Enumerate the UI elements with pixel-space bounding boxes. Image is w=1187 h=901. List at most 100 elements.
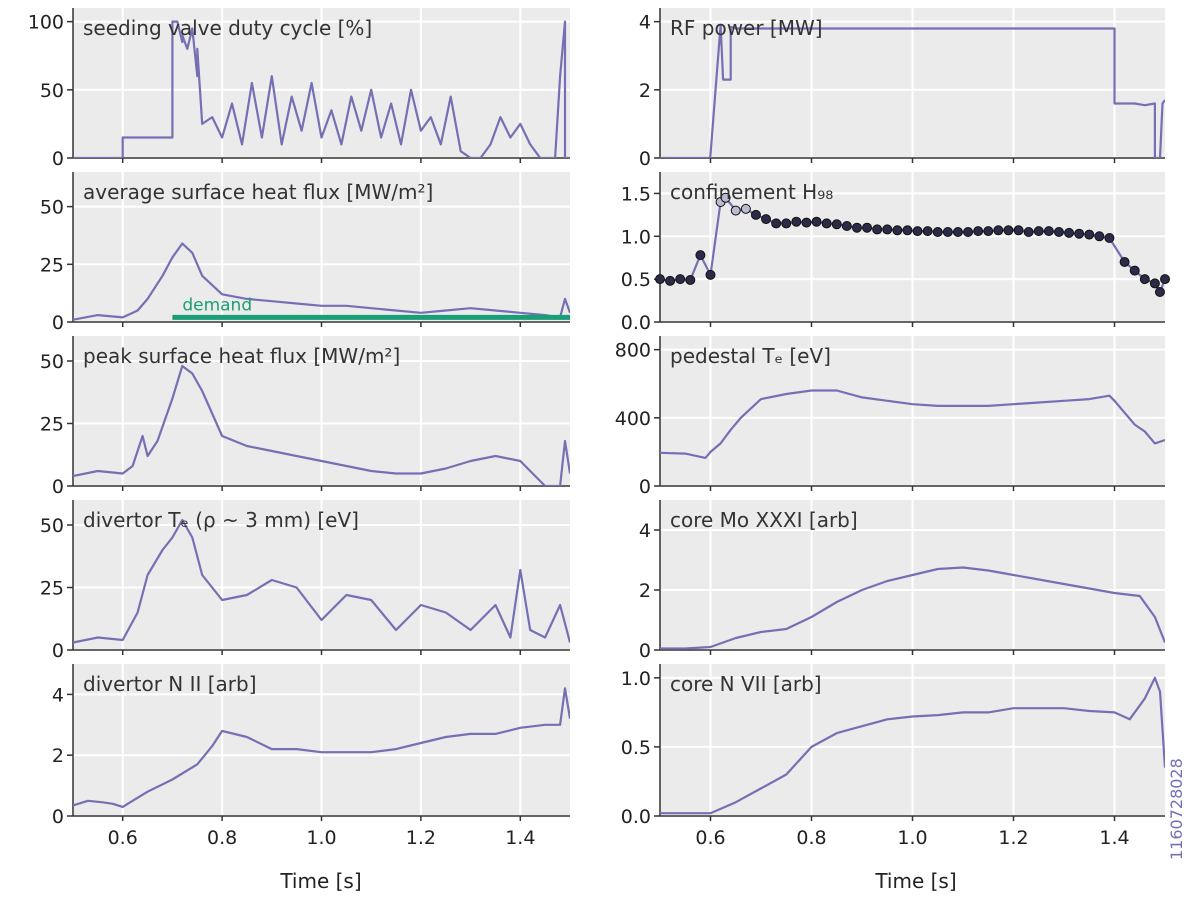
y-tick-label: 2: [639, 80, 651, 102]
panel-2: 0 25 50 demand average surface heat flux [MW…: [40, 172, 570, 334]
data-point: [841, 221, 852, 231]
series-line: [73, 242, 570, 321]
x-tick-label: 1.4: [1099, 827, 1129, 849]
data-point: [761, 214, 772, 225]
panel-3: 0.0 0.5 1.0 1.5 confinement H₉₈: [621, 172, 1170, 334]
y-tick-label: 0.0: [621, 806, 651, 828]
y-tick-label: 0: [52, 806, 64, 828]
shot-number: 1160728028: [1167, 758, 1186, 860]
data-point: [1064, 227, 1075, 238]
data-point: [1043, 226, 1054, 237]
data-point: [720, 192, 731, 203]
data-point: [932, 227, 943, 237]
panel-title: pedestal Tₑ [eV]: [670, 344, 831, 368]
demand-label: demand: [182, 295, 252, 315]
data-point: [811, 216, 822, 227]
y-tick-label: 0: [52, 312, 64, 334]
data-point: [963, 227, 974, 237]
y-tick-label: 0.5: [621, 737, 651, 759]
data-point: [1033, 226, 1044, 237]
y-tick-label: 0: [52, 640, 64, 662]
data-point: [902, 225, 913, 236]
y-tick-label: 50: [40, 351, 64, 373]
data-point: [750, 209, 761, 220]
panel-title: core Mo XXXI [arb]: [670, 508, 858, 532]
y-tick-label: 400: [615, 408, 651, 430]
y-tick-label: 0: [52, 476, 64, 498]
data-point: [862, 222, 873, 233]
data-point: [1129, 265, 1140, 276]
x-tick-label: 0.8: [796, 827, 826, 849]
y-tick-label: 50: [40, 197, 64, 219]
y-tick-label: 25: [40, 414, 64, 436]
data-point: [851, 222, 862, 233]
data-point: [973, 226, 984, 237]
panel-6: 0 25 50 divertor Tₑ (ρ ~ 3 mm) [eV]: [40, 500, 570, 662]
y-tick-label: 25: [40, 254, 64, 276]
data-point: [655, 274, 665, 285]
data-point: [821, 218, 832, 229]
data-point: [912, 226, 923, 237]
y-tick-label: 0: [639, 148, 651, 170]
series-line: [660, 23, 1165, 158]
panel-title: average surface heat flux [MW/m²]: [83, 180, 433, 204]
x-axis-label-left: Time [s]: [279, 869, 361, 893]
series-line: [660, 196, 1165, 294]
x-tick-label: 0.8: [207, 827, 237, 849]
y-tick-label: 4: [639, 520, 651, 542]
series-line: [73, 20, 570, 158]
x-tick-label: 1.2: [998, 827, 1028, 849]
data-point: [730, 205, 741, 216]
series-line: [73, 687, 570, 809]
data-point: [993, 225, 1004, 236]
data-point: [942, 227, 953, 237]
data-point: [1149, 278, 1160, 289]
data-point: [1094, 231, 1105, 242]
y-tick-label: 0.0: [621, 312, 651, 334]
y-tick-label: 1.0: [621, 226, 651, 248]
x-axis-label-right: Time [s]: [874, 869, 956, 893]
panel-title: confinement H₉₈: [670, 180, 833, 204]
data-point: [872, 224, 883, 235]
data-point: [952, 227, 963, 237]
data-point: [781, 218, 792, 229]
data-point: [705, 269, 716, 280]
data-point: [1104, 233, 1115, 243]
data-point: [695, 250, 706, 261]
y-tick-label: 2: [639, 580, 651, 602]
series-line: [73, 518, 570, 644]
panel-title: divertor N II [arb]: [83, 672, 257, 696]
y-tick-label: 0: [639, 640, 651, 662]
data-point: [1119, 257, 1130, 267]
data-point: [740, 203, 751, 214]
data-point: [1154, 287, 1165, 297]
data-point: [1074, 228, 1085, 239]
data-point: [1160, 274, 1170, 285]
series-line: [660, 676, 1165, 815]
series-line: [73, 364, 570, 486]
panel-7: 0 2 4 core Mo XXXI [arb]: [639, 500, 1165, 662]
x-tick-label: 1.0: [306, 827, 336, 849]
x-tick-label: 1.4: [505, 827, 535, 849]
data-point: [675, 274, 686, 285]
y-tick-label: 100: [28, 12, 64, 34]
panel-title: seeding valve duty cycle [%]: [83, 16, 372, 40]
y-tick-label: 4: [52, 684, 64, 706]
y-tick-label: 50: [40, 80, 64, 102]
data-point: [685, 275, 696, 285]
data-point: [892, 225, 903, 236]
y-tick-label: 25: [40, 578, 64, 600]
y-tick-label: 50: [40, 515, 64, 537]
data-point: [1053, 227, 1064, 237]
x-tick-label: 1.0: [897, 827, 927, 849]
x-tick-label: 0.6: [695, 827, 725, 849]
x-tick-label: 1.2: [406, 827, 436, 849]
data-point: [831, 219, 842, 230]
panel-1: 0 2 4 RF power [MW]: [639, 8, 1165, 170]
panel-title: RF power [MW]: [670, 16, 823, 40]
panel-5: 0 400 800 pedestal Tₑ [eV]: [615, 336, 1165, 498]
series-line: [660, 566, 1165, 650]
panel-title: core N VII [arb]: [670, 672, 822, 696]
panel-title: divertor Tₑ (ρ ~ 3 mm) [eV]: [83, 508, 359, 532]
